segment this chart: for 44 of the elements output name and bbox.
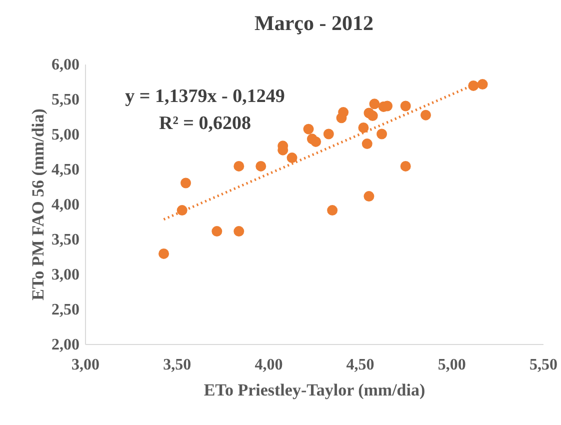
x-axis-title: ETo Priestley-Taylor (mm/dia) bbox=[204, 380, 426, 400]
point bbox=[420, 110, 431, 120]
x-tick-label: 5,50 bbox=[530, 356, 558, 374]
annotation: y = 1,1379x - 0,1249 bbox=[125, 86, 285, 107]
point bbox=[234, 226, 244, 237]
point bbox=[158, 248, 170, 259]
y-tick-label: 3,50 bbox=[52, 232, 80, 248]
y-tick-label: 2,50 bbox=[52, 302, 80, 318]
point bbox=[323, 128, 334, 140]
point bbox=[376, 128, 388, 140]
point bbox=[477, 79, 488, 90]
point bbox=[256, 160, 266, 172]
point bbox=[468, 80, 479, 91]
point bbox=[338, 107, 349, 118]
point bbox=[369, 98, 380, 110]
point bbox=[400, 100, 411, 112]
x-tick-label: 5,00 bbox=[438, 356, 466, 374]
point bbox=[358, 122, 369, 133]
point bbox=[176, 205, 188, 216]
y-tick-label: 2,00 bbox=[52, 336, 80, 354]
y-tick-label: 4,50 bbox=[52, 162, 80, 178]
point bbox=[180, 178, 192, 188]
point bbox=[327, 205, 338, 216]
annotation: R² = 0,6208 bbox=[159, 113, 251, 134]
chart-title: Março - 2012 bbox=[254, 11, 374, 35]
point bbox=[364, 191, 374, 202]
y-tick-label: 6,00 bbox=[52, 56, 80, 74]
point bbox=[212, 226, 222, 237]
x-tick-label: 3,00 bbox=[72, 356, 100, 374]
y-axis-title: ETo PM FAO 56 (mm/dia) bbox=[28, 108, 48, 300]
y-tick-label: 5,00 bbox=[52, 126, 80, 144]
y-tick-label: 4,00 bbox=[52, 196, 80, 214]
y-tick-label: 3,00 bbox=[52, 266, 80, 284]
point bbox=[367, 110, 378, 122]
point bbox=[286, 152, 298, 164]
point bbox=[362, 138, 372, 150]
point bbox=[303, 124, 314, 134]
x-tick-label: 4,50 bbox=[346, 356, 374, 374]
point bbox=[234, 160, 244, 172]
y-tick-label: 5,50 bbox=[52, 92, 80, 108]
point bbox=[310, 136, 322, 147]
point bbox=[400, 160, 411, 172]
x-tick-label: 4,00 bbox=[254, 356, 283, 374]
x-tick-label: 3,50 bbox=[163, 356, 192, 374]
